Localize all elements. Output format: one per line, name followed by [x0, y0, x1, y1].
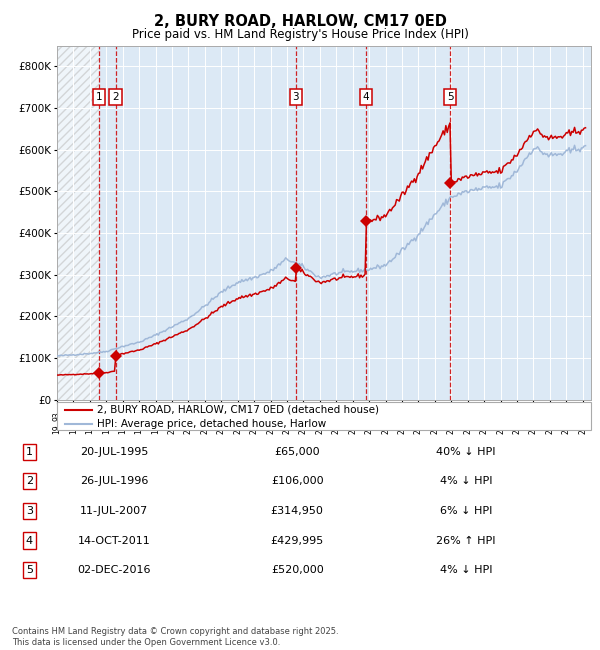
Text: £429,995: £429,995 — [271, 536, 324, 545]
Text: HPI: Average price, detached house, Harlow: HPI: Average price, detached house, Harl… — [97, 419, 326, 429]
Text: 20: 20 — [512, 424, 521, 434]
Text: 5: 5 — [447, 92, 454, 102]
Text: 19: 19 — [69, 424, 78, 434]
Text: 93: 93 — [53, 411, 62, 421]
Text: 09: 09 — [316, 411, 325, 421]
Text: 19: 19 — [118, 424, 127, 434]
Text: 94: 94 — [69, 411, 78, 421]
Text: 2, BURY ROAD, HARLOW, CM17 0ED: 2, BURY ROAD, HARLOW, CM17 0ED — [154, 14, 446, 29]
Text: 20: 20 — [283, 424, 292, 434]
Text: 96: 96 — [102, 411, 111, 421]
Text: 20: 20 — [184, 424, 193, 434]
Text: 19: 19 — [53, 424, 62, 434]
Text: 99: 99 — [151, 411, 160, 421]
Text: 10: 10 — [332, 411, 341, 421]
Text: 19: 19 — [85, 424, 94, 434]
Text: 20-JUL-1995: 20-JUL-1995 — [80, 447, 148, 456]
Text: 24: 24 — [562, 411, 571, 421]
Text: 20: 20 — [562, 424, 571, 434]
Text: £314,950: £314,950 — [271, 506, 323, 516]
Text: 07: 07 — [283, 411, 292, 421]
Text: 3: 3 — [26, 506, 33, 516]
Text: 20: 20 — [381, 424, 390, 434]
Text: 95: 95 — [85, 411, 94, 421]
Text: 20: 20 — [414, 424, 423, 434]
Text: 20: 20 — [398, 424, 407, 434]
Text: 20: 20 — [250, 424, 259, 434]
Text: 20: 20 — [200, 424, 209, 434]
Text: 20: 20 — [332, 424, 341, 434]
Text: 26-JUL-1996: 26-JUL-1996 — [80, 476, 148, 486]
Text: 02-DEC-2016: 02-DEC-2016 — [77, 566, 151, 575]
Text: 6% ↓ HPI: 6% ↓ HPI — [440, 506, 492, 516]
Text: 02: 02 — [200, 411, 209, 421]
Text: 05: 05 — [250, 411, 259, 421]
Text: 2: 2 — [112, 92, 119, 102]
Text: 17: 17 — [447, 411, 456, 421]
Text: 98: 98 — [134, 411, 143, 421]
Text: £520,000: £520,000 — [271, 566, 323, 575]
Text: 3: 3 — [292, 92, 299, 102]
Text: 1: 1 — [26, 447, 33, 456]
Text: 20: 20 — [167, 424, 176, 434]
Text: 4% ↓ HPI: 4% ↓ HPI — [440, 566, 492, 575]
Text: 19: 19 — [480, 411, 489, 421]
Text: 20: 20 — [447, 424, 456, 434]
Text: 19: 19 — [134, 424, 143, 434]
Text: 11-JUL-2007: 11-JUL-2007 — [80, 506, 148, 516]
Text: 01: 01 — [184, 411, 193, 421]
Text: 20: 20 — [496, 424, 505, 434]
Text: 4% ↓ HPI: 4% ↓ HPI — [440, 476, 492, 486]
Text: 22: 22 — [529, 411, 538, 421]
Text: 20: 20 — [217, 424, 226, 434]
Text: 5: 5 — [26, 566, 33, 575]
Text: 19: 19 — [151, 424, 160, 434]
Text: 12: 12 — [365, 411, 374, 421]
Text: 03: 03 — [217, 411, 226, 421]
Text: 20: 20 — [480, 424, 489, 434]
Text: 00: 00 — [167, 411, 176, 421]
Text: 20: 20 — [578, 424, 587, 434]
Text: 19: 19 — [102, 424, 111, 434]
Text: 4: 4 — [26, 536, 33, 545]
Text: 14: 14 — [398, 411, 407, 421]
Text: 40% ↓ HPI: 40% ↓ HPI — [436, 447, 496, 456]
Text: 15: 15 — [414, 411, 423, 421]
Text: 13: 13 — [381, 411, 390, 421]
Text: 20: 20 — [266, 424, 275, 434]
Text: 20: 20 — [463, 424, 472, 434]
Text: 20: 20 — [348, 424, 357, 434]
Text: 4: 4 — [362, 92, 369, 102]
Text: 25: 25 — [578, 411, 587, 421]
Text: 20: 20 — [496, 411, 505, 421]
Text: 06: 06 — [266, 411, 275, 421]
Text: 11: 11 — [348, 411, 357, 421]
Text: 1: 1 — [95, 92, 102, 102]
Text: 26% ↑ HPI: 26% ↑ HPI — [436, 536, 496, 545]
Text: 20: 20 — [545, 424, 554, 434]
Text: Price paid vs. HM Land Registry's House Price Index (HPI): Price paid vs. HM Land Registry's House … — [131, 28, 469, 41]
Text: £106,000: £106,000 — [271, 476, 323, 486]
Text: 97: 97 — [118, 411, 127, 421]
Bar — [57, 46, 99, 400]
Text: 18: 18 — [463, 411, 472, 421]
Text: 20: 20 — [316, 424, 325, 434]
Text: 20: 20 — [529, 424, 538, 434]
Text: 14-OCT-2011: 14-OCT-2011 — [77, 536, 150, 545]
Text: 04: 04 — [233, 411, 242, 421]
Text: 16: 16 — [430, 411, 439, 421]
Text: 2: 2 — [26, 476, 33, 486]
Text: 20: 20 — [233, 424, 242, 434]
Text: £65,000: £65,000 — [274, 447, 320, 456]
Text: 20: 20 — [365, 424, 374, 434]
Text: 20: 20 — [299, 424, 308, 434]
Text: 2, BURY ROAD, HARLOW, CM17 0ED (detached house): 2, BURY ROAD, HARLOW, CM17 0ED (detached… — [97, 405, 379, 415]
Text: 21: 21 — [512, 411, 521, 421]
Text: 08: 08 — [299, 411, 308, 421]
Text: 23: 23 — [545, 411, 554, 421]
Text: Contains HM Land Registry data © Crown copyright and database right 2025.
This d: Contains HM Land Registry data © Crown c… — [12, 627, 338, 647]
Text: 20: 20 — [430, 424, 439, 434]
